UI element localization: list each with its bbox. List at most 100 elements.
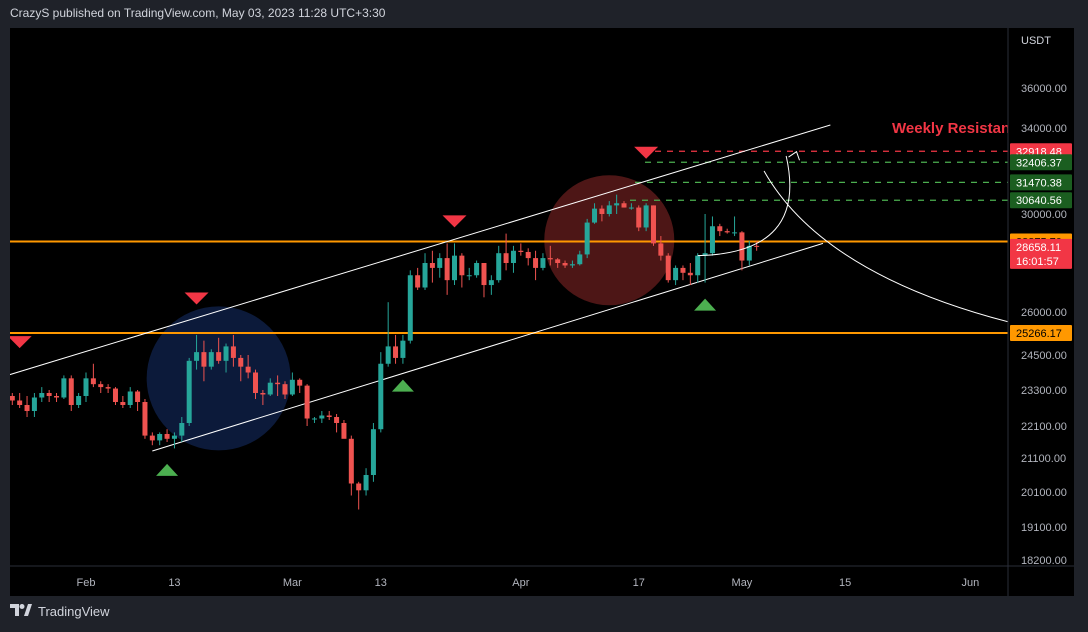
tradingview-logo-icon xyxy=(10,604,32,619)
price-axis-tick: 21100.00 xyxy=(1021,453,1066,465)
plot-area: Weekly Resistan xyxy=(10,120,1008,510)
candle-body xyxy=(717,226,723,232)
footer-brand: TradingView xyxy=(38,604,110,619)
footer: TradingView xyxy=(10,604,110,619)
candle-body xyxy=(363,475,369,491)
sell-marker-icon xyxy=(10,336,32,349)
time-axis-tick: 13 xyxy=(168,577,180,589)
price-axis-tick: 23300.00 xyxy=(1021,385,1067,397)
time-axis-tick: Apr xyxy=(512,577,529,589)
candle-body xyxy=(120,402,126,405)
price-chart[interactable]: Weekly Resistan USDT 36000.00 34000.00 30000… xyxy=(10,28,1074,596)
time-axis-tick: Feb xyxy=(77,577,96,589)
candle-body xyxy=(46,393,52,396)
candle-body xyxy=(179,423,185,436)
candle-body xyxy=(17,400,23,405)
candle-body xyxy=(503,253,509,263)
candle-body xyxy=(569,264,575,266)
candle-body xyxy=(452,255,457,281)
price-axis-tick: 26000.00 xyxy=(1021,307,1067,319)
candle-body xyxy=(112,388,118,402)
candle-body xyxy=(459,255,465,276)
time-axis-tick: May xyxy=(732,577,753,589)
candle-body xyxy=(562,263,568,266)
candle-body xyxy=(98,384,104,388)
candle-body xyxy=(319,415,325,419)
candle-body xyxy=(584,222,590,255)
candle-body xyxy=(540,258,546,268)
price-marker-label: 30640.56 xyxy=(1016,195,1062,207)
candle-body xyxy=(422,263,428,288)
candle-body xyxy=(481,263,487,286)
candle-body xyxy=(415,275,421,288)
candle-body xyxy=(709,226,715,254)
candle-body xyxy=(370,429,376,475)
candle-body xyxy=(142,402,148,436)
candle-body xyxy=(194,352,200,361)
countdown-label: 16:01:57 xyxy=(1016,256,1059,268)
candle-body xyxy=(378,363,384,430)
candle-body xyxy=(157,434,163,441)
candle-body xyxy=(643,205,649,228)
candle-body xyxy=(208,352,214,367)
candle-body xyxy=(665,255,671,281)
candle-body xyxy=(746,245,752,261)
time-axis-tick: 17 xyxy=(633,577,645,589)
price-marker-label: 32406.37 xyxy=(1016,157,1062,169)
channel-lower-line xyxy=(152,242,824,452)
candle-body xyxy=(525,251,531,259)
candle-body xyxy=(739,232,745,261)
candle-body xyxy=(385,346,391,364)
candle-body xyxy=(702,253,708,256)
candle-body xyxy=(599,208,605,214)
candle-body xyxy=(724,231,730,233)
time-axis-tick: 13 xyxy=(375,577,387,589)
candle-body xyxy=(31,397,37,411)
arrowhead-up xyxy=(788,150,800,161)
candle-body xyxy=(238,357,244,367)
candle-body xyxy=(275,382,281,385)
candle-body xyxy=(76,396,82,405)
price-axis-tick: 34000.00 xyxy=(1021,123,1067,135)
projection-up-arrow xyxy=(697,155,791,257)
candle-body xyxy=(164,434,170,439)
price-marker-box xyxy=(1010,154,1072,171)
candle-body xyxy=(61,378,67,398)
channel-upper-line xyxy=(10,124,831,376)
sell-marker-icon xyxy=(634,146,659,159)
candle-body xyxy=(518,250,524,252)
candle-body xyxy=(407,275,413,341)
buy-marker-icon xyxy=(694,298,717,311)
candle-body xyxy=(304,385,310,419)
chart-frame[interactable]: Weekly Resistan USDT 36000.00 34000.00 30000… xyxy=(10,28,1074,596)
candle-body xyxy=(444,258,450,281)
price-axis-tick: 24500.00 xyxy=(1021,350,1067,362)
candle-body xyxy=(673,267,679,281)
candle-body xyxy=(650,205,656,244)
price-axis-unit: USDT xyxy=(1021,35,1051,47)
candle-body xyxy=(400,340,406,358)
candle-body xyxy=(311,418,317,420)
candle-body xyxy=(658,243,664,256)
candle-body xyxy=(10,396,15,401)
level-marker-label: 25266.17 xyxy=(1016,328,1062,340)
candle-body xyxy=(496,253,502,281)
candle-body xyxy=(547,258,553,260)
candle-body xyxy=(297,379,303,386)
candle-body xyxy=(628,207,634,209)
price-axis-tick: 22100.00 xyxy=(1021,421,1067,433)
candle-body xyxy=(488,280,494,286)
attribution: CrazyS published on TradingView.com, May… xyxy=(10,6,386,20)
current-price-label: 28658.11 xyxy=(1016,242,1061,254)
candle-body xyxy=(437,258,443,268)
red-circle-highlight xyxy=(544,175,675,306)
candle-body xyxy=(341,423,347,439)
candle-body xyxy=(171,435,177,439)
time-axis-tick: Mar xyxy=(283,577,302,589)
candle-body xyxy=(334,417,340,423)
price-axis-tick: 19100.00 xyxy=(1021,522,1067,534)
candle-body xyxy=(555,259,561,263)
candle-body xyxy=(253,372,259,393)
candle-body xyxy=(260,393,266,395)
candle-body xyxy=(90,378,96,385)
